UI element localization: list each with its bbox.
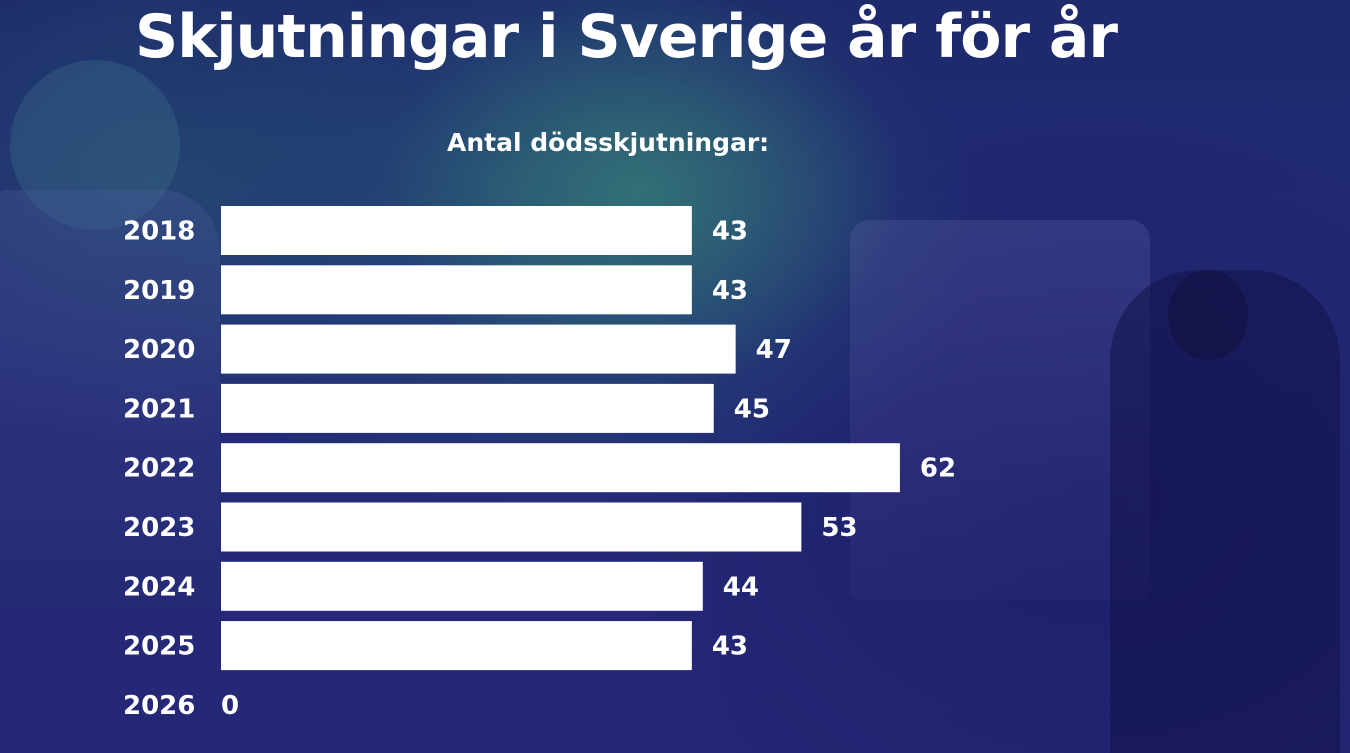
- category-label: 2022: [123, 454, 195, 484]
- bar-2024: [221, 561, 703, 611]
- value-label: 43: [712, 217, 748, 247]
- category-label: 2024: [123, 572, 195, 602]
- value-label: 62: [920, 454, 956, 484]
- chart-subtitle: Antal dödsskjutningar:: [447, 128, 770, 157]
- value-label: 45: [734, 394, 770, 424]
- police-car-right-shape: [850, 220, 1150, 600]
- category-label: 2020: [123, 335, 195, 365]
- category-label: 2019: [123, 276, 195, 306]
- value-label: 0: [221, 691, 239, 721]
- chart-title: Skjutningar i Sverige år för år: [135, 2, 1118, 72]
- category-label: 2023: [123, 513, 195, 543]
- police-officer-head-shape: [1168, 270, 1248, 360]
- street-sign-shape: [10, 60, 180, 230]
- bar-2021: [221, 383, 714, 433]
- category-label: 2025: [123, 632, 195, 662]
- value-label: 47: [756, 335, 792, 365]
- category-label: 2018: [123, 217, 195, 247]
- value-label: 44: [723, 572, 759, 602]
- value-label: 53: [821, 513, 857, 543]
- bar-2019: [221, 265, 692, 315]
- bar-2018: [221, 206, 692, 255]
- police-car-left-shape: [0, 190, 220, 610]
- value-label: 43: [712, 276, 748, 306]
- bar-2025: [221, 621, 692, 671]
- bar-2020: [221, 324, 736, 374]
- bar-2023: [221, 502, 802, 552]
- bar-2022: [221, 443, 900, 493]
- category-label: 2026: [123, 691, 195, 721]
- category-label: 2021: [123, 394, 195, 424]
- value-label: 43: [712, 632, 748, 662]
